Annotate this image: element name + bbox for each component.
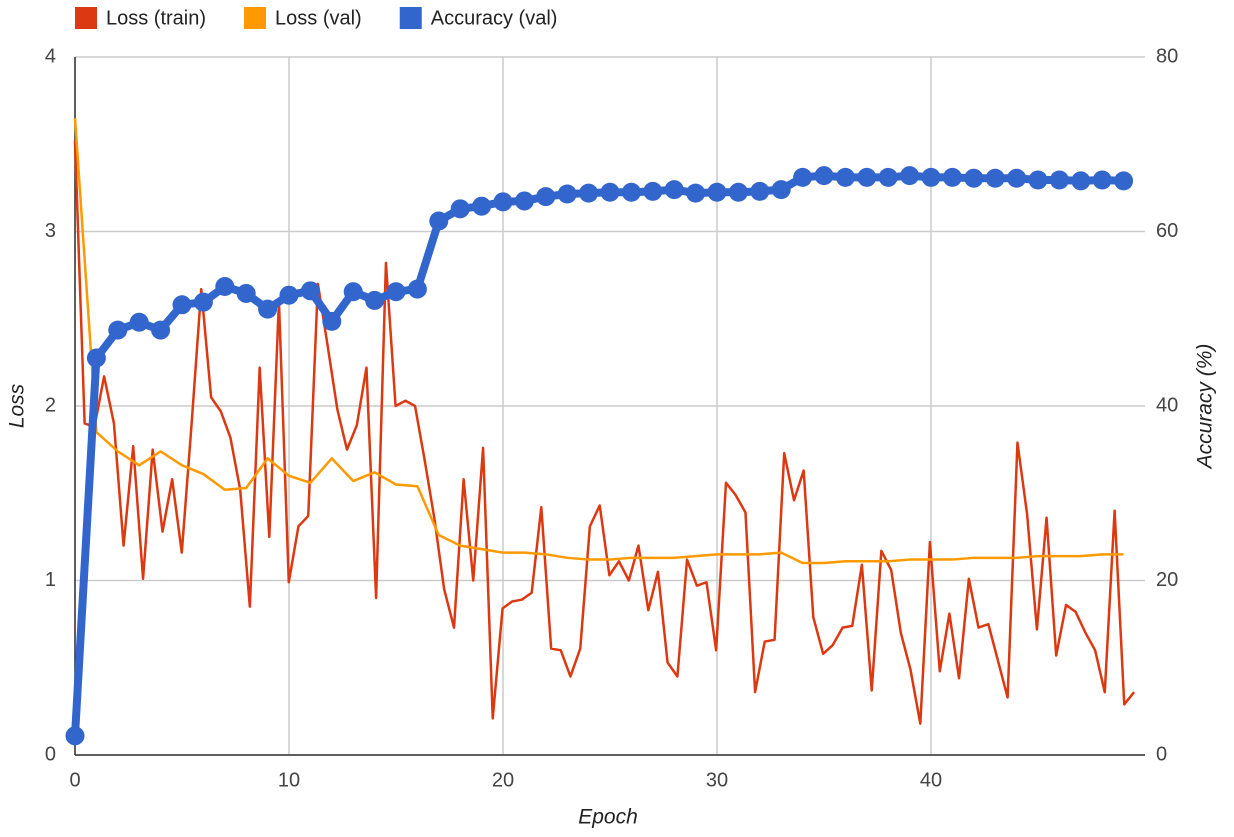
y-tick-label: 4 [45,45,56,67]
data-point [65,726,85,746]
y-tick-label: 3 [45,220,56,242]
data-point [1092,170,1112,190]
data-point [215,276,235,296]
x-tick-label: 0 [69,769,80,791]
data-point [814,166,834,186]
data-point [279,285,299,305]
data-point [707,182,727,202]
data-point [921,167,941,187]
data-point [343,282,363,302]
series-line [73,140,1136,725]
data-point [835,167,855,187]
data-point [793,167,813,187]
legend-label: Loss (val) [275,7,362,29]
x-axis-title: Epoch [578,806,638,829]
data-point [878,167,898,187]
data-point [514,191,534,211]
series-line [73,117,1124,565]
y2-tick-label: 60 [1156,220,1178,242]
data-point [386,282,406,302]
data-point [900,166,920,186]
legend-label: Accuracy (val) [431,7,558,29]
data-point [129,312,149,332]
data-point [258,299,278,319]
y2-tick-label: 40 [1156,394,1178,416]
data-point [643,181,663,201]
data-point [236,283,256,303]
data-point [429,211,449,231]
data-point [985,168,1005,188]
y-axis-title: Loss [6,383,29,428]
data-point [472,196,492,216]
data-point [536,187,556,207]
y2-tick-label: 20 [1156,569,1178,591]
x-tick-label: 20 [492,769,514,791]
y2-axis-title: Accuracy (%) [1194,344,1217,471]
data-point [365,290,385,310]
legend-label: Loss (train) [106,7,206,29]
data-point [151,320,171,340]
y2-tick-label: 80 [1156,45,1178,67]
x-tick-label: 30 [706,769,728,791]
data-point [579,183,599,203]
data-point [300,281,320,301]
legend-swatch [399,7,422,29]
data-point [86,348,106,368]
data-point [557,184,577,204]
data-point [686,183,706,203]
legend-swatch [244,7,267,29]
data-point [407,279,427,299]
data-point [942,167,962,187]
data-point [322,311,342,331]
data-point [857,167,877,187]
data-point [1114,171,1134,191]
data-point [108,320,128,340]
legend-swatch [75,7,97,29]
x-tick-label: 10 [278,769,300,791]
data-point [1028,170,1048,190]
x-tick-label: 40 [920,769,942,791]
data-point [621,182,641,202]
data-point [450,199,470,219]
data-point [664,180,684,200]
data-point [750,181,770,201]
data-point [728,182,748,202]
data-point [1007,168,1027,188]
data-point [600,182,620,202]
data-point [193,292,213,312]
y-tick-label: 1 [45,569,56,591]
y2-tick-label: 0 [1156,743,1167,765]
data-point [964,168,984,188]
data-point [1049,170,1069,190]
y-tick-label: 2 [45,394,56,416]
data-point [1071,171,1091,191]
data-point [172,295,192,315]
data-point [771,180,791,200]
data-point [493,192,513,212]
series-line [71,171,1124,737]
y-tick-label: 0 [45,743,56,765]
